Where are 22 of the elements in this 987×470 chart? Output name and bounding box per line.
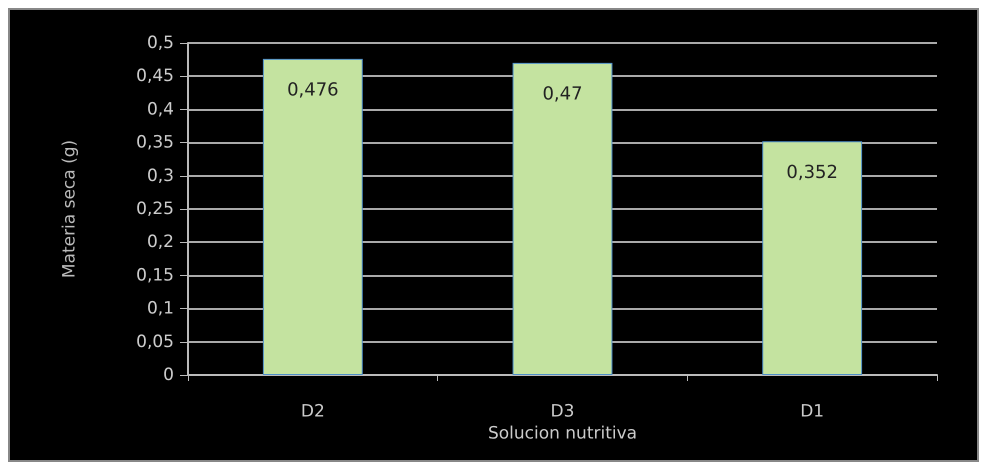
y-tick-label: 0,2 bbox=[146, 232, 174, 252]
x-tick-label: D2 bbox=[300, 402, 325, 422]
y-tick-label: 0,05 bbox=[136, 332, 174, 352]
y-tick-label: 0,15 bbox=[136, 265, 174, 286]
y-tick-label: 0,5 bbox=[146, 33, 174, 53]
y-tick-label: 0,4 bbox=[146, 99, 174, 120]
y-tick-label: 0,45 bbox=[136, 66, 174, 86]
bar bbox=[512, 62, 612, 375]
x-tick-label: D3 bbox=[550, 402, 574, 422]
bar bbox=[262, 58, 363, 375]
y-axis-title: Materia seca (g) bbox=[60, 140, 80, 278]
y-tick-label: 0,25 bbox=[136, 199, 174, 219]
data-label: 0,47 bbox=[542, 83, 583, 104]
y-tick-label: 0,3 bbox=[146, 166, 174, 186]
y-tick-label: 0,35 bbox=[136, 132, 174, 153]
x-tick-label: D1 bbox=[800, 402, 824, 422]
y-tick-label: 0 bbox=[163, 365, 174, 385]
bar bbox=[762, 141, 862, 375]
data-label: 0,352 bbox=[786, 162, 838, 183]
x-axis-title: Solucion nutritiva bbox=[488, 423, 638, 444]
data-label: 0,476 bbox=[287, 79, 339, 100]
y-tick-label: 0,1 bbox=[146, 298, 174, 319]
